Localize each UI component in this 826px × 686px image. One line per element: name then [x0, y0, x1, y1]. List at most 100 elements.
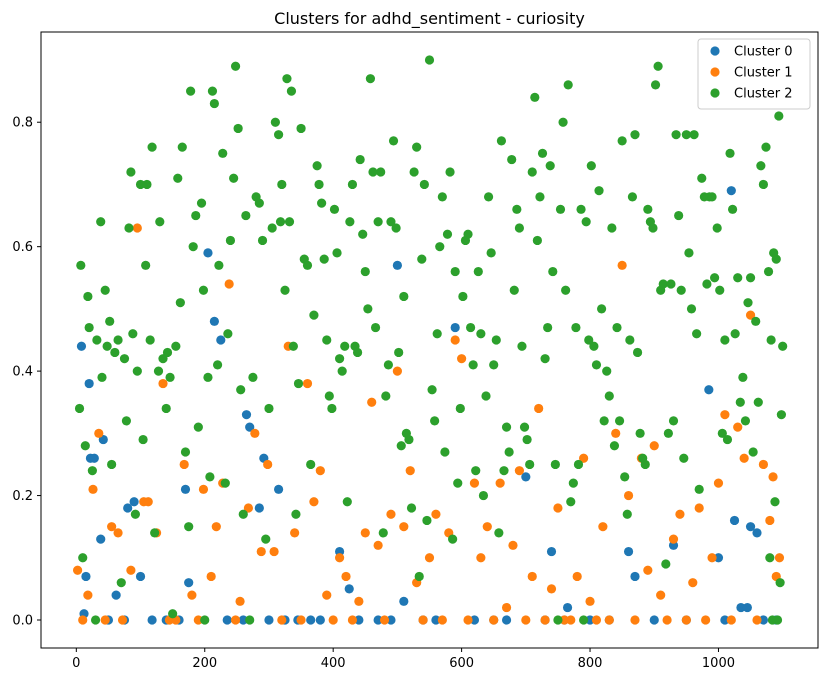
data-point	[559, 615, 569, 625]
data-point	[381, 391, 391, 401]
data-point	[233, 123, 243, 134]
data-point	[270, 117, 280, 127]
data-point	[720, 410, 730, 420]
data-point	[579, 453, 589, 463]
data-point	[162, 347, 173, 358]
data-point	[597, 304, 607, 314]
data-point	[666, 279, 676, 289]
data-point	[180, 447, 191, 457]
data-point	[643, 565, 653, 575]
data-point	[521, 472, 531, 482]
data-point	[193, 422, 203, 432]
data-point	[78, 615, 88, 625]
data-point	[482, 522, 492, 532]
data-point	[97, 372, 107, 382]
data-point	[584, 335, 594, 345]
data-point	[391, 223, 401, 233]
data-point	[155, 217, 165, 227]
data-point	[257, 235, 268, 246]
data-point	[73, 565, 83, 575]
data-point	[648, 223, 658, 233]
data-point	[701, 615, 711, 625]
data-point	[778, 341, 788, 351]
data-point	[627, 192, 638, 202]
data-point	[545, 161, 555, 171]
data-point	[715, 285, 725, 295]
data-point	[476, 553, 486, 563]
data-point	[740, 416, 751, 426]
plot-frame	[40, 31, 819, 649]
data-point	[632, 347, 643, 358]
data-point	[404, 434, 414, 445]
data-point	[581, 217, 591, 227]
data-point	[767, 615, 778, 625]
data-point	[345, 217, 355, 227]
data-point	[712, 223, 722, 233]
data-point	[733, 273, 743, 283]
legend-label: Cluster 1	[734, 66, 793, 81]
data-point	[335, 553, 345, 563]
data-point	[78, 553, 88, 563]
data-point	[379, 615, 390, 625]
data-point	[546, 546, 557, 557]
data-point	[224, 279, 234, 289]
data-point	[729, 515, 740, 526]
data-point	[571, 322, 581, 333]
data-point	[643, 204, 653, 214]
data-point	[573, 459, 584, 470]
data-point	[579, 615, 589, 625]
data-point	[386, 509, 396, 519]
data-point	[674, 210, 684, 221]
data-point	[269, 546, 279, 557]
data-point	[509, 285, 519, 295]
data-point	[543, 322, 553, 333]
data-point	[282, 74, 292, 84]
data-point	[473, 266, 483, 277]
data-point	[209, 98, 219, 109]
data-point	[752, 528, 762, 538]
data-point	[412, 142, 422, 152]
data-point	[135, 179, 146, 190]
data-point	[748, 447, 758, 457]
data-point	[337, 366, 347, 376]
data-point	[153, 366, 164, 376]
data-point	[468, 360, 478, 370]
data-point	[256, 546, 266, 557]
data-point	[370, 322, 381, 333]
data-point	[138, 434, 148, 445]
data-point	[173, 173, 183, 183]
data-point	[630, 130, 640, 140]
data-point	[681, 615, 691, 625]
data-point	[399, 522, 409, 532]
data-point	[203, 372, 213, 382]
data-point	[656, 590, 666, 600]
data-point	[688, 578, 698, 588]
data-point	[90, 615, 101, 625]
legend: Cluster 0 Cluster 1 Cluster 2	[697, 38, 811, 110]
data-point	[623, 546, 634, 557]
data-point	[392, 366, 402, 376]
data-point	[519, 422, 530, 432]
data-point	[585, 615, 595, 625]
data-point	[275, 217, 286, 227]
x-tick-label: 200	[192, 656, 217, 671]
data-point	[124, 223, 134, 233]
data-point	[424, 55, 435, 65]
data-point	[758, 459, 769, 470]
data-point	[113, 528, 123, 538]
data-point	[328, 615, 338, 625]
data-point	[463, 615, 473, 625]
data-point	[455, 403, 465, 414]
data-point	[347, 615, 358, 625]
data-point	[630, 571, 640, 582]
data-point	[188, 242, 198, 252]
data-point	[514, 223, 525, 233]
data-point	[604, 391, 614, 401]
data-point	[399, 291, 409, 302]
data-point	[614, 416, 625, 426]
data-point	[92, 335, 102, 345]
data-point	[409, 167, 419, 177]
data-point	[414, 571, 424, 582]
data-point	[679, 453, 689, 463]
